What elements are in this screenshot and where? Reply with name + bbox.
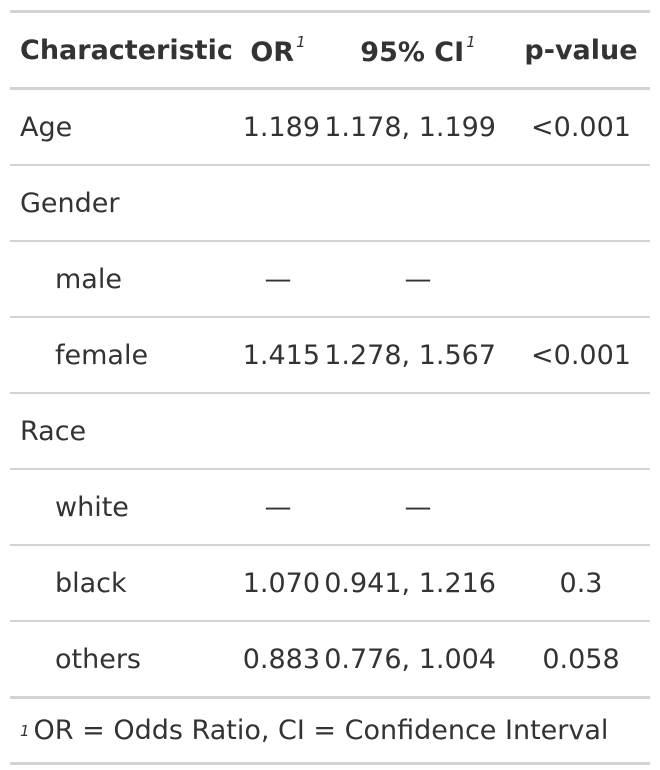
table-row: Race [10,393,650,470]
footnote-marker: 1 [20,721,30,740]
table-body: Age 1.189 1.178, 1.199 <0.001 Gender mal… [10,88,650,699]
header-row: Characteristic OR 1 95% CI 1 p-value [10,13,650,90]
or-value: 1.415 [232,317,324,394]
ci-value [324,393,512,470]
ci-value: 0.941, 1.216 [324,545,512,622]
p-value: 0.3 [512,545,650,622]
table-row: Gender [10,165,650,242]
header-pvalue: p-value [512,13,650,90]
odds-ratio-table: Characteristic OR 1 95% CI 1 p-value Age 1… [10,13,650,699]
p-value: <0.001 [512,317,650,394]
footnote-marker: 1 [296,32,306,51]
p-value [512,469,650,546]
row-label: Race [10,393,232,470]
ci-value [324,165,512,242]
row-label: Age [10,88,232,166]
table-row: female 1.415 1.278, 1.567 <0.001 [10,317,650,394]
table-footnote: 1 OR = Odds Ratio, CI = Confidence Inter… [10,699,650,765]
or-value: — [232,469,324,546]
p-value [512,165,650,242]
header-or: OR 1 [232,13,324,90]
row-label: black [10,545,232,622]
header-characteristic: Characteristic [10,13,233,90]
p-value [512,393,650,470]
p-value [512,241,650,318]
header-ci: 95% CI 1 [324,13,512,90]
row-label: white [10,469,232,546]
p-value: <0.001 [512,88,650,166]
ci-value: — [324,241,512,318]
p-value: 0.058 [512,621,650,699]
table-row: Age 1.189 1.178, 1.199 <0.001 [10,88,650,166]
ci-value: 1.278, 1.567 [324,317,512,394]
row-label: others [10,621,232,699]
ci-value: — [324,469,512,546]
table-row: male — — [10,241,650,318]
footnote-marker: 1 [466,32,476,51]
or-value: 1.070 [232,545,324,622]
table-row: white — — [10,469,650,546]
table-row: black 1.070 0.941, 1.216 0.3 [10,545,650,622]
or-value: 1.189 [232,88,324,166]
row-label: female [10,317,232,394]
ci-value: 0.776, 1.004 [324,621,512,699]
footnote-text: OR = Odds Ratio, CI = Confidence Interva… [33,715,609,746]
regression-table: Characteristic OR 1 95% CI 1 p-value Age 1… [10,10,650,765]
table-row: others 0.883 0.776, 1.004 0.058 [10,621,650,699]
or-value: — [232,241,324,318]
or-value: 0.883 [232,621,324,699]
ci-value: 1.178, 1.199 [324,88,512,166]
or-value [232,393,324,470]
or-value [232,165,324,242]
table-header: Characteristic OR 1 95% CI 1 p-value [10,13,650,90]
row-label: Gender [10,165,232,242]
row-label: male [10,241,232,318]
